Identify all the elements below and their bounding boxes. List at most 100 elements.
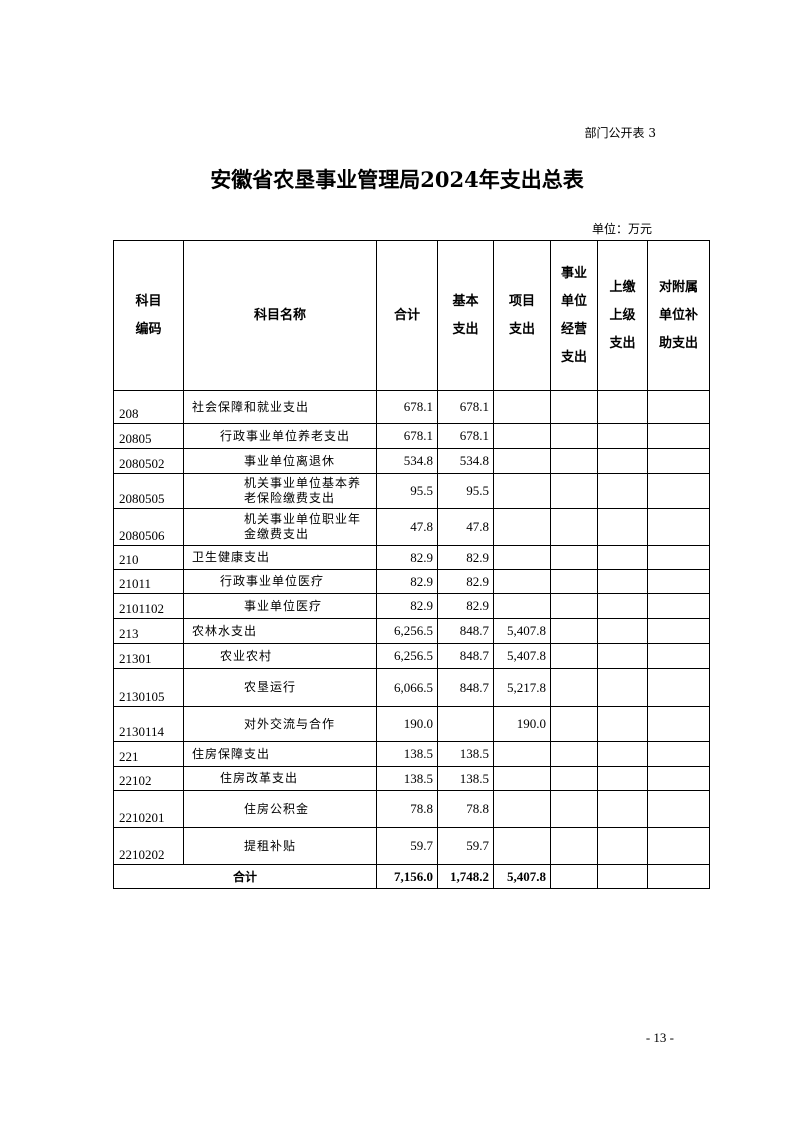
row-total: 78.8 — [376, 790, 438, 828]
row-business — [550, 390, 598, 424]
row-business — [550, 593, 598, 619]
row-upper — [597, 390, 648, 424]
row-code: 2210202 — [113, 827, 184, 865]
row-name: 农业农村 — [183, 643, 377, 669]
row-upper — [597, 618, 648, 644]
total-business — [550, 864, 598, 889]
row-name: 卫生健康支出 — [183, 545, 377, 570]
row-upper — [597, 790, 648, 828]
expenditure-table: 科目 编码 科目名称 合计 基本 支出 项目 支出 事业 单位 经营 支出 上缴 上级 支出 对… — [113, 240, 710, 889]
row-business — [550, 766, 598, 791]
row-project: 5,407.8 — [493, 643, 551, 669]
page-number: - 13 - — [645, 1030, 674, 1045]
row-subsidy — [647, 668, 710, 707]
row-code: 22102 — [113, 766, 184, 791]
row-name: 住房改革支出 — [183, 766, 377, 791]
row-code: 2080502 — [113, 448, 184, 474]
row-code: 2080505 — [113, 473, 184, 509]
row-name: 机关事业单位职业年金缴费支出 — [183, 508, 377, 546]
row-basic: 678.1 — [437, 390, 494, 424]
row-subsidy — [647, 423, 710, 449]
row-subsidy — [647, 706, 710, 742]
row-total: 82.9 — [376, 545, 438, 570]
table-row: 20805 行政事业单位养老支出 678.1 678.1 — [113, 423, 710, 449]
row-business — [550, 473, 598, 509]
row-code: 2130105 — [113, 668, 184, 707]
row-basic: 848.7 — [437, 643, 494, 669]
row-upper — [597, 668, 648, 707]
row-subsidy — [647, 618, 710, 644]
total-upper — [597, 864, 648, 889]
row-subsidy — [647, 827, 710, 865]
row-total: 678.1 — [376, 390, 438, 424]
table-row: 21011 行政事业单位医疗 82.9 82.9 — [113, 569, 710, 594]
row-name: 住房保障支出 — [183, 741, 377, 767]
table-row: 2080505 机关事业单位基本养老保险缴费支出 95.5 95.5 — [113, 473, 710, 509]
row-basic: 82.9 — [437, 545, 494, 570]
row-name: 行政事业单位医疗 — [183, 569, 377, 594]
row-subsidy — [647, 448, 710, 474]
header-upper: 上缴 上级 支出 — [597, 240, 648, 391]
row-total: 190.0 — [376, 706, 438, 742]
table-row: 208 社会保障和就业支出 678.1 678.1 — [113, 390, 710, 424]
row-business — [550, 448, 598, 474]
row-project: 190.0 — [493, 706, 551, 742]
row-upper — [597, 508, 648, 546]
row-upper — [597, 569, 648, 594]
row-project — [493, 473, 551, 509]
table-row: 22102 住房改革支出 138.5 138.5 — [113, 766, 710, 791]
row-code: 2210201 — [113, 790, 184, 828]
row-upper — [597, 706, 648, 742]
row-code: 210 — [113, 545, 184, 570]
row-name: 提租补贴 — [183, 827, 377, 865]
row-subsidy — [647, 741, 710, 767]
row-code: 2101102 — [113, 593, 184, 619]
table-row: 210 卫生健康支出 82.9 82.9 — [113, 545, 710, 570]
header-total: 合计 — [376, 240, 438, 391]
row-code: 221 — [113, 741, 184, 767]
row-business — [550, 545, 598, 570]
row-basic: 138.5 — [437, 741, 494, 767]
row-code: 2130114 — [113, 706, 184, 742]
row-business — [550, 668, 598, 707]
table-row: 221 住房保障支出 138.5 138.5 — [113, 741, 710, 767]
total-basic: 1,748.2 — [437, 864, 494, 889]
row-subsidy — [647, 790, 710, 828]
row-business — [550, 569, 598, 594]
row-basic: 59.7 — [437, 827, 494, 865]
header-code: 科目 编码 — [113, 240, 184, 391]
row-subsidy — [647, 593, 710, 619]
row-basic: 848.7 — [437, 668, 494, 707]
row-business — [550, 706, 598, 742]
row-name: 住房公积金 — [183, 790, 377, 828]
total-total: 7,156.0 — [376, 864, 438, 889]
row-business — [550, 618, 598, 644]
row-subsidy — [647, 390, 710, 424]
total-row: 合计 7,156.0 1,748.2 5,407.8 — [113, 864, 710, 889]
row-project — [493, 766, 551, 791]
table-row: 2080502 事业单位离退休 534.8 534.8 — [113, 448, 710, 474]
row-total: 6,256.5 — [376, 618, 438, 644]
row-upper — [597, 448, 648, 474]
row-code: 2080506 — [113, 508, 184, 546]
header-subsidy: 对附属 单位补 助支出 — [647, 240, 710, 391]
row-basic: 848.7 — [437, 618, 494, 644]
row-total: 678.1 — [376, 423, 438, 449]
row-name: 农垦运行 — [183, 668, 377, 707]
page-title: 安徽省农垦事业管理局2024年支出总表 — [210, 167, 584, 192]
row-basic: 534.8 — [437, 448, 494, 474]
row-upper — [597, 643, 648, 669]
row-total: 82.9 — [376, 593, 438, 619]
row-name: 机关事业单位基本养老保险缴费支出 — [183, 473, 377, 509]
row-code: 21011 — [113, 569, 184, 594]
table-row: 2210201 住房公积金 78.8 78.8 — [113, 790, 710, 828]
table-row: 2210202 提租补贴 59.7 59.7 — [113, 827, 710, 865]
row-subsidy — [647, 545, 710, 570]
row-project — [493, 827, 551, 865]
row-basic: 678.1 — [437, 423, 494, 449]
row-basic: 82.9 — [437, 593, 494, 619]
row-business — [550, 790, 598, 828]
table-row: 2080506 机关事业单位职业年金缴费支出 47.8 47.8 — [113, 508, 710, 546]
row-total: 6,066.5 — [376, 668, 438, 707]
